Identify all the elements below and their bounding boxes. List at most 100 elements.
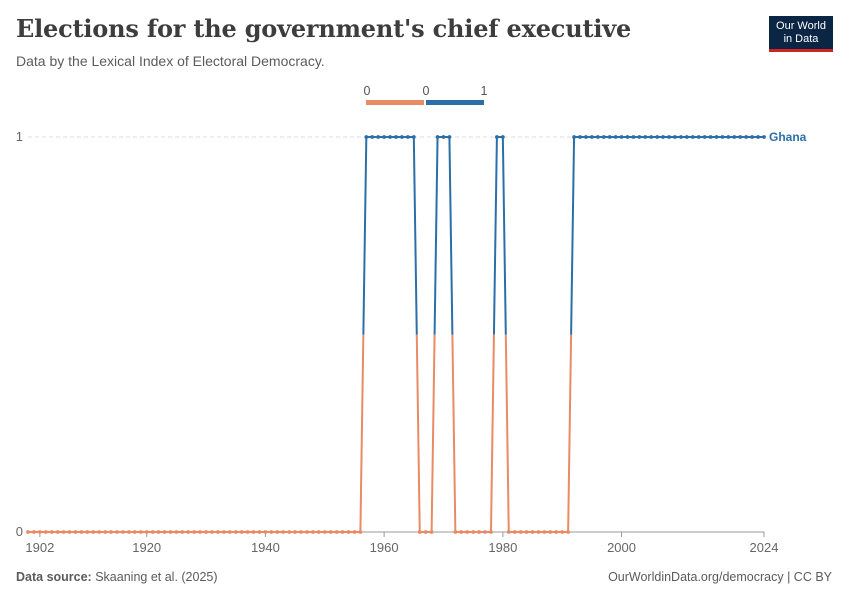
data-point: [67, 530, 72, 534]
data-point: [696, 135, 701, 139]
data-source: Data source: Skaaning et al. (2025): [16, 570, 218, 584]
data-point: [744, 135, 749, 139]
data-point: [762, 135, 766, 139]
data-point: [328, 530, 333, 534]
data-point: [73, 530, 78, 534]
data-point: [174, 530, 179, 534]
data-point: [429, 530, 434, 534]
data-point: [257, 530, 262, 534]
data-point: [447, 135, 452, 139]
data-point: [465, 530, 470, 534]
data-point: [293, 530, 297, 534]
data-point: [631, 135, 636, 139]
data-point: [512, 530, 517, 534]
data-point: [566, 530, 571, 534]
series-segment: [362, 136, 368, 335]
data-point: [204, 530, 208, 534]
y-tick-label: 1: [16, 129, 23, 144]
series-labels: Ghana: [769, 130, 807, 144]
data-point: [305, 530, 309, 534]
data-point: [708, 135, 713, 139]
data-point: [524, 530, 529, 534]
footer-url[interactable]: OurWorldinData.org/democracy | CC BY: [608, 570, 832, 584]
data-point: [382, 135, 387, 139]
data-point: [186, 530, 191, 534]
data-point: [589, 135, 594, 139]
owid-logo[interactable]: Our World in Data: [769, 16, 833, 52]
data-source-text[interactable]: Skaaning et al. (2025): [95, 570, 218, 584]
series-segment: [570, 136, 576, 335]
series-segment: [412, 136, 418, 335]
series-segment: [415, 334, 421, 533]
data-point: [251, 530, 256, 534]
data-point: [162, 530, 167, 534]
series-lines: [28, 136, 764, 533]
series-segment: [492, 136, 498, 335]
series-points: [26, 135, 766, 534]
data-point: [287, 530, 292, 534]
data-point: [269, 530, 274, 534]
data-point: [91, 530, 96, 534]
data-point: [625, 135, 630, 139]
data-point: [750, 135, 755, 139]
x-tick-label: 1960: [370, 540, 399, 555]
data-point: [411, 135, 416, 139]
series-segment: [359, 334, 365, 533]
data-point: [275, 530, 280, 534]
data-point: [115, 530, 119, 534]
data-point: [180, 530, 185, 534]
x-tick-label: 1980: [488, 540, 517, 555]
data-point: [572, 135, 576, 139]
data-point: [358, 530, 363, 534]
data-point: [655, 135, 660, 139]
data-point: [405, 135, 410, 139]
data-point: [518, 530, 523, 534]
data-point: [352, 530, 357, 534]
data-point: [584, 135, 588, 139]
data-point: [471, 530, 476, 534]
data-point: [560, 530, 565, 534]
data-point: [227, 530, 232, 534]
data-point: [536, 530, 541, 534]
data-point: [542, 530, 547, 534]
data-point: [311, 530, 315, 534]
data-point: [637, 135, 642, 139]
data-point: [322, 530, 327, 534]
data-point: [55, 530, 60, 534]
series-segment: [489, 334, 495, 533]
data-point: [26, 530, 30, 534]
x-tick-label: 2024: [750, 540, 779, 555]
data-point: [43, 530, 48, 534]
data-point: [578, 135, 582, 139]
data-point: [127, 530, 131, 534]
logo-line-2: in Data: [783, 33, 819, 45]
data-point: [714, 135, 719, 139]
data-point: [263, 530, 268, 534]
x-tick-label: 1902: [25, 540, 54, 555]
color-legend: 0 0 1: [364, 84, 488, 105]
data-point: [607, 135, 612, 139]
data-point: [85, 530, 90, 534]
series-segment: [448, 136, 454, 335]
legend-bin-high: [426, 100, 484, 105]
data-point: [340, 530, 345, 534]
series-segment: [430, 334, 436, 533]
data-point: [702, 135, 707, 139]
x-axis: 1902 1920 1940 1960 1980 2000 2024: [25, 531, 779, 555]
data-point: [500, 135, 505, 139]
data-point: [679, 135, 683, 139]
data-point: [489, 530, 493, 534]
data-point: [216, 530, 220, 534]
data-point: [138, 530, 143, 534]
data-point: [376, 135, 381, 139]
data-point: [530, 530, 535, 534]
data-point: [61, 530, 66, 534]
data-point: [121, 530, 125, 534]
data-point: [667, 135, 671, 139]
data-point: [619, 135, 624, 139]
data-point: [417, 530, 422, 534]
data-point: [233, 530, 238, 534]
data-point: [435, 135, 440, 139]
data-point: [150, 530, 155, 534]
data-point: [210, 530, 214, 534]
